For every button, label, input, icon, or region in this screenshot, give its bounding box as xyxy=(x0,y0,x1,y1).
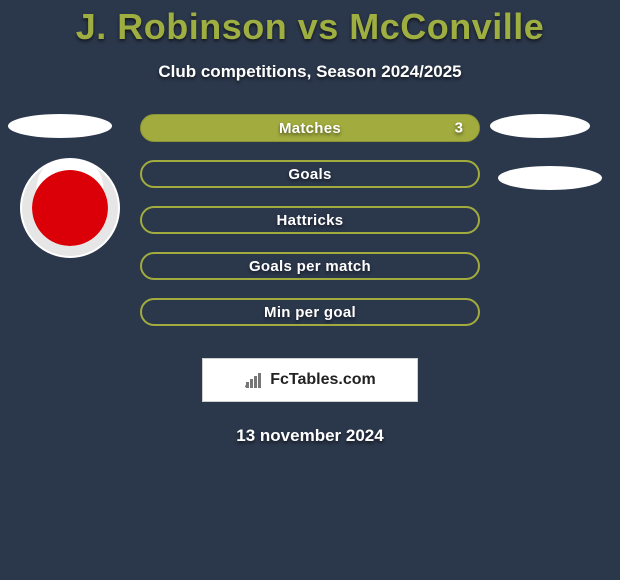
stat-label-min-per-goal: Min per goal xyxy=(264,304,356,321)
crest-wheel-icon xyxy=(74,212,92,230)
stat-value-matches: 3 xyxy=(455,120,463,137)
stat-bars: Matches 3 Goals Hattricks Goals per matc… xyxy=(140,114,480,344)
brand-barchart-icon xyxy=(244,372,264,388)
left-club-label: Arsenal xyxy=(22,174,118,188)
stat-label-goals-per-match: Goals per match xyxy=(249,258,371,275)
stat-bar-matches: Matches 3 xyxy=(140,114,480,142)
stat-bar-goals: Goals xyxy=(140,160,480,188)
brand-box: FcTables.com xyxy=(202,358,418,402)
right-player-ellipse-top xyxy=(490,114,590,138)
stat-label-matches: Matches xyxy=(279,120,341,137)
page-title: J. Robinson vs McConville xyxy=(0,0,620,48)
generated-date: 13 november 2024 xyxy=(0,426,620,446)
left-player-ellipse xyxy=(8,114,112,138)
stat-label-hattricks: Hattricks xyxy=(277,212,344,229)
page-subtitle: Club competitions, Season 2024/2025 xyxy=(0,62,620,82)
stat-bar-min-per-goal: Min per goal xyxy=(140,298,480,326)
right-player-ellipse-bottom xyxy=(498,166,602,190)
stat-bar-goals-per-match: Goals per match xyxy=(140,252,480,280)
crest-cannon-icon xyxy=(40,204,100,218)
stat-label-goals: Goals xyxy=(288,166,331,183)
brand-text: FcTables.com xyxy=(270,371,376,389)
stat-bar-hattricks: Hattricks xyxy=(140,206,480,234)
left-club-badge: Arsenal xyxy=(20,158,120,258)
